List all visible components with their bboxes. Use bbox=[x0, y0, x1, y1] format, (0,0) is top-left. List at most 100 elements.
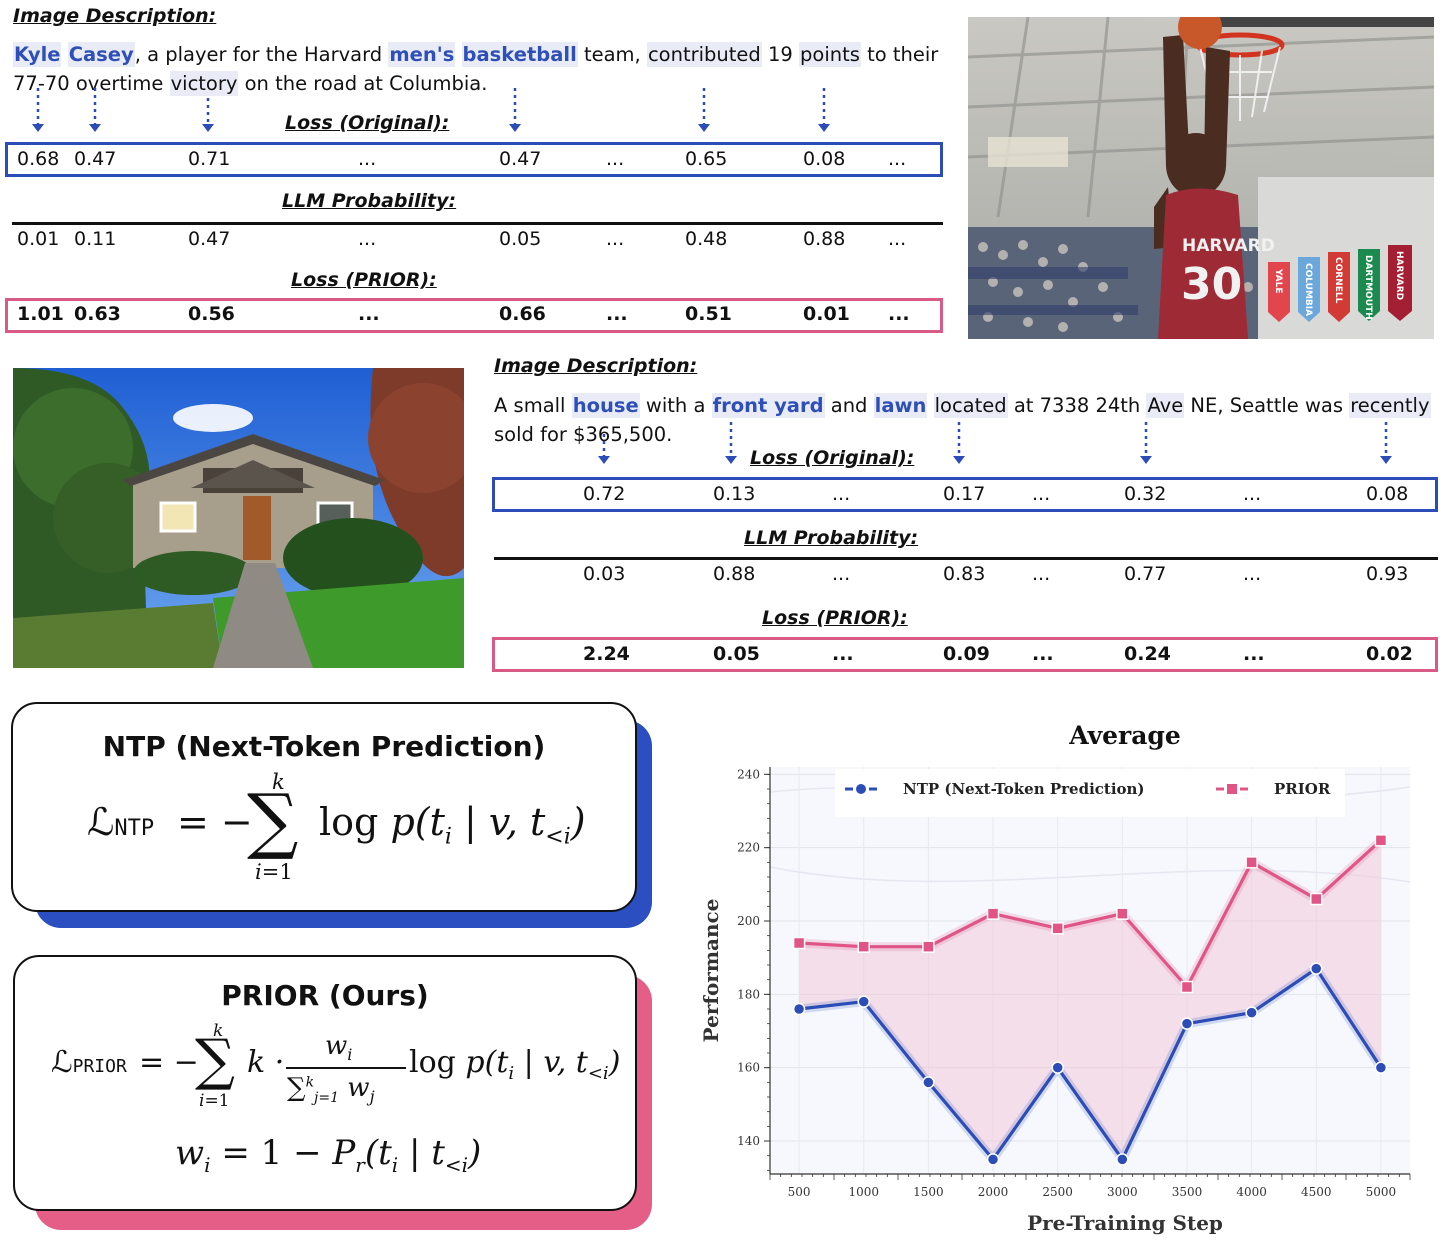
y-tick-label: 240 bbox=[737, 767, 760, 781]
prior-point bbox=[1180, 980, 1194, 994]
panel2-llm-prob-label: LLM Probability: bbox=[744, 527, 919, 549]
panel2-loss-original-box bbox=[492, 477, 1438, 512]
panel2-loss-prior-box bbox=[492, 637, 1438, 672]
y-tick-label: 160 bbox=[737, 1061, 760, 1075]
ntp-card-title: NTP (Next-Token Prediction) bbox=[102, 730, 546, 763]
x-tick-label: 2500 bbox=[1042, 1185, 1073, 1199]
svg-text:HARVARD: HARVARD bbox=[1182, 236, 1275, 256]
panel1-header: Image Description: bbox=[13, 5, 217, 27]
loss-original-value: 0.47 bbox=[499, 148, 542, 170]
x-tick-label: 4000 bbox=[1236, 1185, 1267, 1199]
svg-text:YALE: YALE bbox=[1273, 268, 1283, 294]
description-text: 77-70 overtime bbox=[13, 72, 170, 95]
description-text: and bbox=[824, 394, 874, 417]
y-tick-label: 140 bbox=[737, 1134, 760, 1148]
llm-probability-value: ... bbox=[358, 228, 377, 250]
ntp-point bbox=[1116, 1153, 1129, 1166]
panel2-loss-prior-label: Loss (PRIOR): bbox=[762, 607, 908, 629]
llm-probability-value: 0.48 bbox=[685, 228, 728, 250]
loss-original-value: 0.32 bbox=[1124, 483, 1167, 505]
loss-original-value: 0.08 bbox=[1366, 483, 1409, 505]
prior-point bbox=[986, 907, 1000, 920]
loss-original-value: 0.65 bbox=[685, 148, 728, 170]
svg-text:HARVARD: HARVARD bbox=[1394, 251, 1404, 300]
loss-original-value: 0.13 bbox=[713, 483, 756, 505]
loss-prior-value: 0.51 bbox=[685, 303, 732, 325]
y-tick-label: 180 bbox=[737, 987, 760, 1001]
x-tick-label: 1500 bbox=[913, 1185, 944, 1199]
loss-original-value: ... bbox=[358, 148, 377, 170]
highlighted-token: men's bbox=[388, 42, 456, 67]
panel1-description: Kyle Casey, a player for the Harvard men… bbox=[13, 40, 953, 98]
panel1-llm-prob-label: LLM Probability: bbox=[282, 190, 457, 212]
prior-loss-formula: ℒPRIOR = − k ∑ i=1 k · wi ∑kj=1 wj log p… bbox=[51, 1021, 621, 1111]
x-tick-label: 4500 bbox=[1301, 1185, 1332, 1199]
loss-prior-value: 0.24 bbox=[1124, 643, 1171, 665]
prior-point bbox=[857, 940, 870, 953]
highlighted-token: house bbox=[571, 393, 640, 418]
panel2-header: Image Description: bbox=[494, 355, 698, 377]
llm-probability-value: 0.77 bbox=[1124, 563, 1167, 585]
svg-text:CORNELL: CORNELL bbox=[1333, 257, 1343, 304]
llm-probability-value: ... bbox=[606, 228, 625, 250]
prior-weight-formula: wi = 1 − Pr(ti | t<i) bbox=[175, 1133, 482, 1177]
llm-probability-value: ... bbox=[888, 228, 907, 250]
loss-original-value: 0.68 bbox=[17, 148, 60, 170]
y-tick-label: 200 bbox=[737, 914, 760, 928]
y-axis-label: Performance bbox=[699, 899, 723, 1043]
ntp-point bbox=[1180, 1017, 1194, 1030]
description-text bbox=[61, 43, 67, 66]
x-tick-label: 500 bbox=[788, 1185, 811, 1199]
x-axis-label: Pre-Training Step bbox=[1027, 1211, 1223, 1235]
description-text: 19 bbox=[761, 43, 800, 66]
loss-prior-value: ... bbox=[1032, 643, 1054, 665]
llm-probability-value: 0.88 bbox=[803, 228, 846, 250]
panel1-divider bbox=[12, 222, 943, 225]
panel1-arrows bbox=[32, 88, 830, 132]
average-performance-chart: 140 160 180 200 220 240 500 1000 1500 2000 2500 300… bbox=[699, 721, 1411, 1235]
ntp-point bbox=[857, 995, 870, 1008]
description-text: , a player for the Harvard bbox=[134, 43, 389, 66]
highlighted-token: front yard bbox=[711, 393, 825, 418]
svg-text:COLUMBIA: COLUMBIA bbox=[1303, 263, 1313, 316]
highlighted-token: recently bbox=[1349, 393, 1431, 418]
highlighted-token: Ave bbox=[1146, 393, 1185, 418]
loss-prior-value: ... bbox=[1243, 643, 1265, 665]
llm-probability-value: ... bbox=[1243, 563, 1262, 585]
description-text: sold for $365,500. bbox=[494, 423, 673, 446]
background-wave bbox=[769, 866, 1411, 883]
highlighted-token: contributed bbox=[646, 42, 762, 67]
description-text: at 7338 24th bbox=[1007, 394, 1147, 417]
loss-prior-value: 0.66 bbox=[499, 303, 546, 325]
highlighted-token: points bbox=[799, 42, 861, 67]
ntp-card: NTP (Next-Token Prediction) ℒNTP = − k ∑… bbox=[11, 702, 637, 912]
loss-prior-value: 1.01 bbox=[17, 303, 64, 325]
panel2-description: A small house with a front yard and lawn… bbox=[494, 391, 1439, 449]
prior-point bbox=[1310, 892, 1323, 906]
prior-point bbox=[1374, 834, 1388, 847]
x-tick-label: 3000 bbox=[1107, 1185, 1138, 1199]
ntp-point bbox=[792, 1002, 806, 1016]
description-text: on the road at Columbia. bbox=[238, 72, 488, 95]
ntp-point bbox=[1374, 1061, 1388, 1074]
llm-probability-value: 0.11 bbox=[74, 228, 117, 250]
highlighted-token: Casey bbox=[67, 42, 135, 67]
loss-original-value: 0.71 bbox=[188, 148, 231, 170]
highlighted-token: located bbox=[933, 393, 1008, 418]
ntp-loss-formula: ℒNTP = − k ∑ i=1 log p(ti | v, t<i) bbox=[87, 770, 586, 884]
loss-original-value: 0.17 bbox=[943, 483, 986, 505]
prior-point bbox=[792, 936, 806, 950]
llm-probability-value: 0.03 bbox=[583, 563, 626, 585]
llm-probability-value: ... bbox=[832, 563, 851, 585]
legend-ntp-marker bbox=[856, 784, 866, 794]
highlighted-token: victory bbox=[169, 71, 239, 96]
prior-point bbox=[1116, 907, 1129, 920]
loss-prior-value: ... bbox=[888, 303, 910, 325]
prior-point bbox=[922, 940, 935, 953]
highlighted-token: basketball bbox=[461, 42, 578, 67]
panel1-loss-original-box bbox=[5, 142, 943, 177]
basketball-photo: YALE COLUMBIA CORNELL DARTMOUTH HARVARD … bbox=[968, 17, 1434, 339]
prior-point bbox=[1051, 922, 1064, 935]
loss-original-value: 0.72 bbox=[583, 483, 626, 505]
llm-probability-value: 0.88 bbox=[713, 563, 756, 585]
